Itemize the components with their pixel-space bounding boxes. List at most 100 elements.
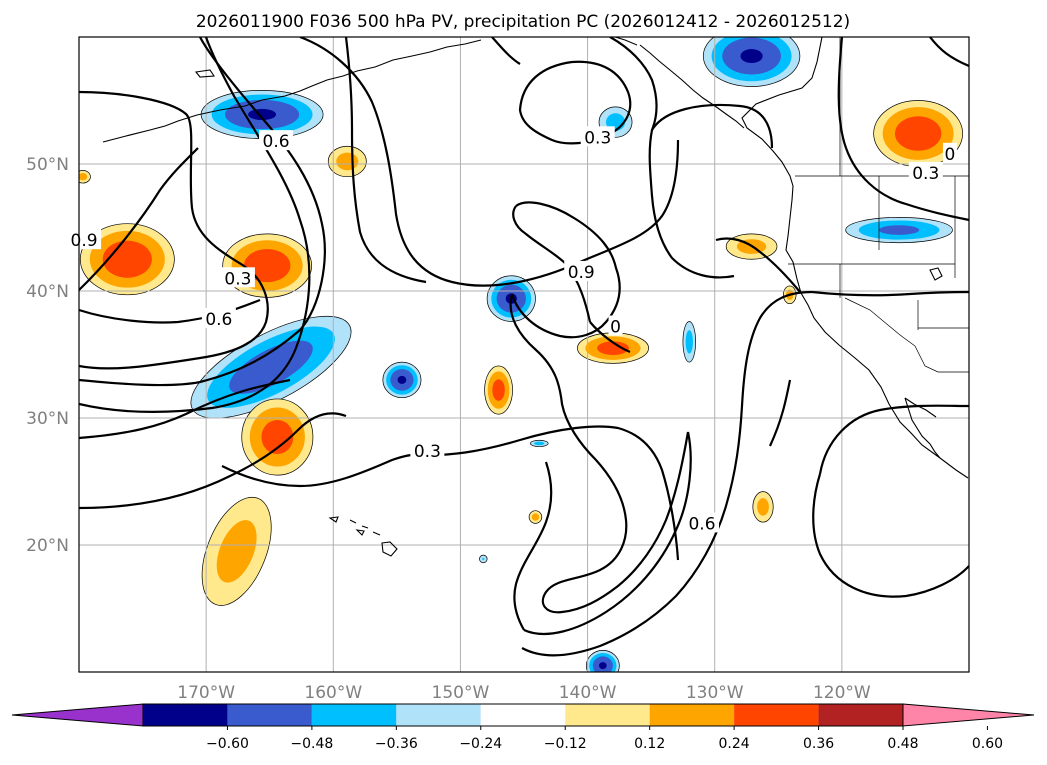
colorbar-tick-label: −0.48 [290,736,333,752]
positive-precip-anomaly [327,145,367,178]
contour-label-bg [908,161,943,182]
shade-level [597,341,629,355]
contour-label: 0 [945,145,956,165]
contour-label-bg [410,440,445,461]
positive-precip-anomaly [873,100,963,167]
shade-level [229,340,313,394]
pv-contour [609,37,735,279]
pv-contour [221,453,419,488]
lon-tick-label: 130°W [686,683,744,703]
colorbar-segment [396,704,481,726]
pv-contour [715,237,801,293]
shade-level [248,108,277,121]
colorbar-tick-label: 0.12 [634,736,665,752]
colorbar-segment [818,704,903,726]
shade-level [599,662,607,670]
pv-contour [79,412,347,510]
colorbar-tick-label: 0.36 [803,736,834,752]
pv-contour [818,404,969,475]
colorbar-segment [143,704,228,726]
positive-precip-anomaly [577,332,649,364]
contour-label: 0 [610,318,621,338]
positive-precip-anomaly [201,496,272,606]
colorbar-tick-label: 0.24 [719,736,750,752]
pv-contour [589,321,631,354]
pv-contour [510,201,621,339]
contour-label: 0.3 [224,269,251,289]
negative-precip-anomaly [702,37,801,87]
pv-contour [512,205,592,323]
shade-level [534,441,545,446]
colorbar: −0.60 −0.48 −0.36 −0.24 −0.12 0.12 0.24 0.36 0.4… [11,703,1035,752]
negative-precip-anomaly [190,315,352,419]
lat-tick-label: 40°N [26,282,69,302]
contour-label: 0.6 [263,132,290,152]
contour-label-bg [201,307,236,328]
pv-contour [837,37,969,222]
pv-contour [79,37,326,387]
shade-level [685,330,693,354]
shade-level [492,379,505,401]
pv-contour [344,37,427,284]
lon-tick-label: 150°W [432,683,490,703]
negative-precip-anomaly [845,216,953,244]
negative-precip-anomaly [530,439,549,447]
contour-label: 0.6 [688,514,715,534]
pv-contour [812,473,969,598]
negative-precip-anomaly [200,89,324,139]
colorbar-tick-label: 0.48 [887,736,918,752]
contour-label-bg [942,142,957,163]
pv-contour [769,379,792,447]
contour-label-bg [580,126,615,147]
pv-contour [521,290,813,657]
colorbar-tick-label: −0.12 [544,736,587,752]
contour-label-bg [564,260,599,281]
pv-contour [79,378,291,440]
lon-tick-label: 120°W [813,683,871,703]
shade-level [878,225,920,235]
shade-level [336,152,359,171]
shade-level [243,249,291,283]
lon-tick-label: 140°W [559,683,617,703]
shade-level [740,49,763,64]
lon-tick-label: 160°W [304,683,362,703]
chart-title: 2026011900 F036 500 hPa PV, precipitatio… [196,12,850,32]
contour-label-bg [220,267,255,288]
pv-contour [79,90,269,370]
contour-label-bg [259,130,294,151]
pv-contour [299,37,680,287]
contour-label: 0.3 [414,442,441,462]
colorbar-segment [565,704,650,726]
positive-precip-anomaly [752,491,774,523]
contour-label: 0.3 [912,164,939,184]
pv-contour [79,147,199,291]
colorbar-tick-label: 0.60 [972,736,1003,752]
negative-precip-anomaly [479,554,488,564]
pv-contours [79,37,969,657]
shade-level [397,375,407,384]
colorbar-extend-max [902,703,1035,727]
pv-contour [929,37,969,68]
shade-level [216,520,257,583]
colorbar-frame [142,703,904,727]
pv-contour [509,293,690,614]
colorbar-tick-label: −0.36 [375,736,418,752]
shade-level [102,240,152,278]
positive-precip-anomaly [79,170,91,184]
contour-label: 0.9 [568,263,595,283]
positive-precip-anomaly [528,510,543,524]
positive-precip-anomaly [484,365,513,415]
pv-contour [523,431,692,636]
colorbar-extend-min [11,703,144,727]
negative-precip-anomaly [682,321,696,363]
contour-label: 0.9 [71,231,98,251]
shade-level [894,116,942,151]
colorbar-segment [227,704,312,726]
coastlines [102,37,969,557]
colorbar-segment [311,704,397,726]
pv-contour [491,37,521,65]
lat-tick-label: 50°N [26,155,69,175]
pv-contour [518,60,632,145]
negative-precip-anomaly [585,650,620,672]
